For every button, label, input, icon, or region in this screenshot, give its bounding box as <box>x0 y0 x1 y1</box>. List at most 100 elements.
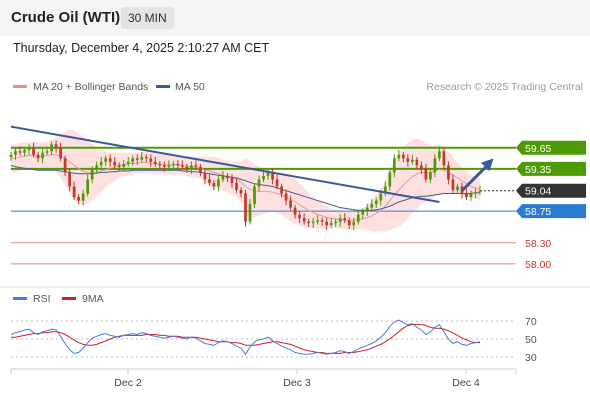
candle-body <box>438 151 441 159</box>
candle-body <box>208 179 211 183</box>
candle-body <box>370 204 374 208</box>
candle-body <box>244 193 247 222</box>
candle-body <box>72 186 76 198</box>
candle-body <box>257 179 261 187</box>
candle-body <box>401 154 405 159</box>
x-axis: Dec 2 Dec 3 Dec 4 <box>10 369 517 389</box>
candle-body <box>424 168 428 180</box>
candle-body <box>280 186 283 194</box>
candle-body <box>226 175 229 179</box>
candle-body <box>176 163 180 166</box>
candle-body <box>352 221 356 226</box>
candle-body <box>32 147 35 155</box>
instrument-title: Crude Oil (WTI) <box>11 9 121 26</box>
candle-body <box>199 166 202 173</box>
candle-body <box>478 190 482 193</box>
candle-body <box>203 172 207 180</box>
candle-body <box>469 193 473 198</box>
candle-body <box>126 161 130 164</box>
rsi-legend-swatch <box>13 297 27 300</box>
candle-body <box>68 172 71 187</box>
candle-body <box>171 163 175 166</box>
candle-body <box>131 158 135 162</box>
candle-body <box>451 179 455 190</box>
research-credit: Research © 2025 Trading Central <box>426 81 583 93</box>
forecast-arrow-head <box>480 158 494 172</box>
candle-body <box>158 163 162 166</box>
candle-body <box>465 193 468 198</box>
candle-body <box>190 165 193 169</box>
candle-body <box>347 220 351 226</box>
candle-body <box>293 207 297 215</box>
candle-body <box>338 218 342 222</box>
candle-body <box>144 156 148 159</box>
rsi-ma-line <box>11 324 480 354</box>
candle-body <box>239 190 243 194</box>
x-tick-label: Dec 2 <box>114 377 142 389</box>
candle-body <box>289 200 292 208</box>
candle-body <box>253 186 256 205</box>
candle-body <box>420 165 423 169</box>
rsi-ma-legend-label: 9MA <box>82 293 104 305</box>
candle-body <box>117 165 121 167</box>
candle-body <box>14 151 17 155</box>
ma50-legend-swatch <box>156 85 170 88</box>
level-tag-58-75 <box>516 204 586 219</box>
level-label-59-04: 59.04 <box>525 186 551 198</box>
candle-body <box>135 158 139 160</box>
candle-body <box>266 172 270 176</box>
level-tag-59-04 <box>516 183 586 198</box>
level-label-58-00: 58.00 <box>525 259 551 271</box>
candle-body <box>361 211 365 215</box>
candle-body <box>36 154 40 159</box>
candle-body <box>298 214 301 219</box>
candle-body <box>23 149 26 153</box>
candle-body <box>167 165 171 167</box>
candle-body <box>334 221 338 224</box>
candle-body <box>86 179 90 194</box>
candle-body <box>63 158 67 173</box>
candle-body <box>108 158 112 162</box>
candle-body <box>442 151 446 166</box>
candle-body <box>18 151 22 153</box>
candle-body <box>374 200 378 205</box>
candle-body <box>365 207 369 212</box>
candle-body <box>149 158 153 162</box>
rsi-line <box>10 319 481 356</box>
candle-body <box>388 172 392 187</box>
level-tag-59-65 <box>516 140 586 155</box>
rsi-tick-label-30: 30 <box>525 352 537 364</box>
candle-body <box>320 220 324 222</box>
level-label-59-35: 59.35 <box>525 164 551 176</box>
candle-body <box>343 218 347 221</box>
main-plot: 59.65 59.35 59.04 58.75 58.30 58.00 <box>9 125 586 271</box>
candle-body <box>262 175 265 180</box>
forecast-arrow-shaft <box>460 163 490 192</box>
candle-body <box>104 158 108 162</box>
level-label-59-65: 59.65 <box>525 143 551 155</box>
candle-body <box>9 154 13 157</box>
rsi-plot: 70 50 30 <box>10 316 537 364</box>
candle-body <box>235 182 238 190</box>
rsi-tick-label-50: 50 <box>525 334 537 346</box>
candle-body <box>325 221 329 226</box>
candle-body <box>153 161 157 164</box>
candle-body <box>81 193 85 201</box>
candle-body <box>162 165 166 167</box>
candle-body <box>397 154 401 159</box>
candle-body <box>217 179 220 187</box>
ma20-line <box>11 154 481 221</box>
rsi-legend-label: RSI <box>33 293 51 305</box>
candle-body <box>122 163 126 167</box>
x-tick-label: Dec 4 <box>452 377 480 389</box>
candle-body <box>383 186 387 194</box>
candle-body <box>311 221 315 224</box>
candle-body <box>329 223 333 226</box>
candle-body <box>392 158 396 173</box>
candle-body <box>275 179 279 187</box>
timeframe-badge[interactable]: 30 MIN <box>121 7 174 29</box>
candle-body <box>113 161 117 166</box>
candle-body <box>230 178 234 183</box>
candle-body <box>356 214 360 222</box>
